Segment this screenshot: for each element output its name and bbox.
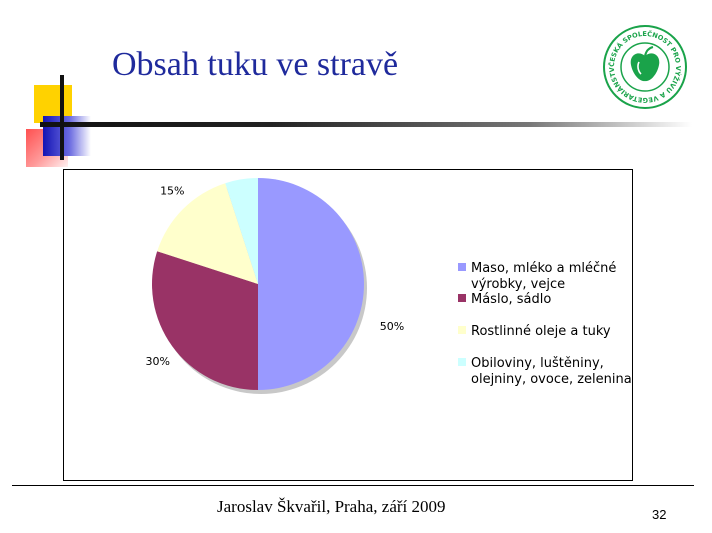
pie-slice: [225, 178, 258, 284]
apple-logo-icon: ČESKÁ SPOLEČNOST PRO VÝŽIVU A VEGETARIÁN…: [602, 24, 687, 109]
pie-percent-label: 50%: [380, 320, 404, 333]
pie-slice: [157, 183, 258, 284]
pie-percent-label: 30%: [145, 355, 169, 368]
pie-slice: [152, 251, 258, 390]
title-divider-line: [40, 122, 692, 127]
slide-title: Obsah tuku ve stravě: [112, 46, 399, 83]
pie-chart: 50%30%15%5% Maso, mléko a mléčnévýrobky,…: [145, 178, 632, 394]
legend-label: výrobky, vejce: [471, 277, 565, 292]
pie-slice: [258, 178, 364, 390]
legend-swatch: [458, 263, 466, 271]
footer-author: Jaroslav Škvařil, Praha, září 2009: [217, 497, 446, 516]
legend-label: Maso, mléko a mléčné: [471, 261, 616, 276]
legend-swatch: [458, 326, 466, 334]
legend-swatch: [458, 358, 466, 366]
decor-vertical-line: [60, 75, 64, 160]
legend-label: Rostlinné oleje a tuky: [471, 324, 611, 339]
legend-label: Obiloviny, luštěniny,: [471, 356, 604, 371]
legend-swatch: [458, 294, 466, 302]
legend-label: olejniny, ovoce, zelenina: [471, 372, 632, 387]
legend-label: Máslo, sádlo: [471, 292, 551, 307]
page-number: 32: [652, 507, 667, 522]
pie-percent-label: 15%: [160, 184, 184, 197]
percentage-labels: 50%30%15%5%: [145, 184, 404, 368]
footer-divider: [12, 485, 694, 486]
chart-container: 50%30%15%5% Maso, mléko a mléčnévýrobky,…: [63, 169, 633, 481]
pie-slices: [152, 178, 364, 390]
